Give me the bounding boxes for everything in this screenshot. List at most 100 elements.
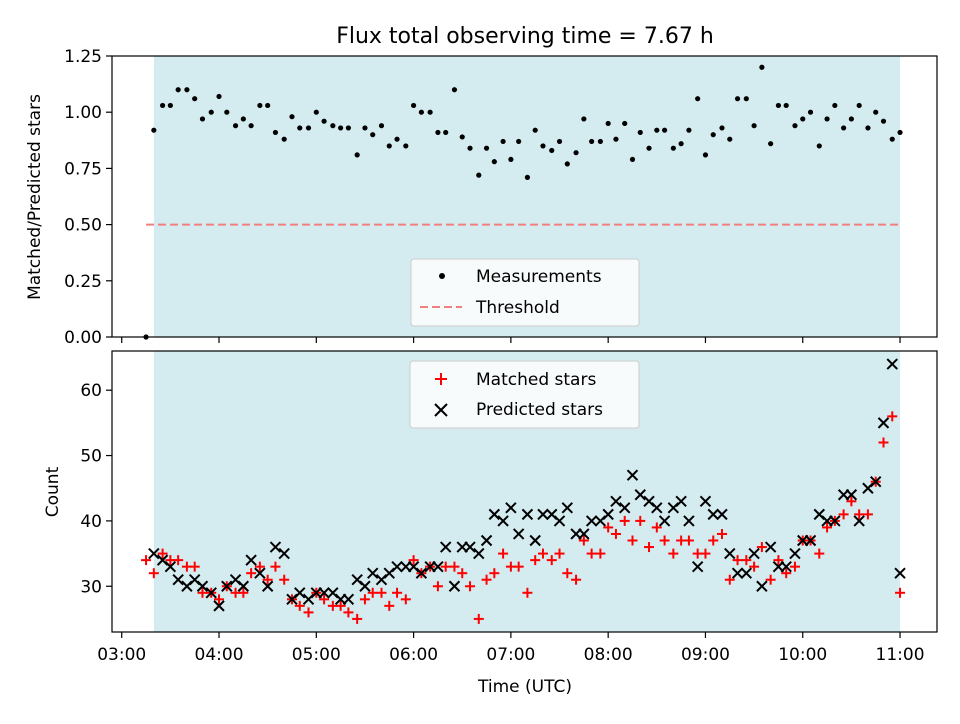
matched-star-point — [789, 561, 800, 572]
matched-star-point — [157, 548, 168, 559]
matched-star-point — [878, 437, 889, 448]
predicted-star-point — [261, 580, 274, 592]
predicted-star-point — [894, 567, 906, 579]
predicted-star-point — [164, 560, 177, 573]
measurement-point — [345, 125, 352, 131]
matched-star-point — [343, 607, 354, 618]
measurement-point — [151, 127, 157, 133]
measurement-point — [338, 125, 344, 131]
predicted-star-point — [789, 547, 801, 560]
x-tick-label: 08:00 — [584, 645, 633, 665]
matched-star-point — [765, 574, 776, 585]
predicted-star-point — [780, 560, 792, 573]
predicted-star-point — [537, 508, 549, 521]
matched-star-point — [854, 509, 865, 520]
top-legend-box — [410, 258, 640, 327]
measurement-point — [524, 174, 531, 180]
predicted-star-point — [254, 567, 266, 579]
legend-measurements-marker — [439, 273, 445, 279]
matched-star-point — [189, 561, 200, 572]
measurement-point — [192, 96, 198, 102]
predicted-star-point — [278, 547, 290, 560]
measurement-point — [581, 116, 587, 122]
matched-star-point — [376, 587, 387, 598]
predicted-star-point — [634, 489, 646, 501]
predicted-star-point — [561, 502, 574, 514]
bottom-legend: Matched stars Predicted stars — [409, 360, 640, 429]
measurement-point — [403, 143, 409, 149]
measurement-point — [321, 118, 327, 124]
legend-predicted-marker — [434, 403, 448, 417]
measurement-point — [540, 143, 546, 149]
measurement-point — [476, 172, 482, 178]
matched-star-point — [814, 548, 825, 559]
top-y-tick-label: 0.50 — [64, 216, 102, 236]
predicted-star-point — [505, 502, 517, 514]
measurement-point — [702, 152, 709, 158]
matched-star-point — [700, 548, 711, 559]
bottom-axes-frame — [111, 350, 938, 633]
predicted-star-point — [473, 547, 485, 560]
x-tick-label: 07:00 — [486, 645, 535, 665]
matched-star-point — [781, 568, 792, 579]
predicted-star-point — [578, 528, 590, 540]
predicted-star-point — [724, 547, 736, 560]
matched-star-point — [595, 548, 606, 559]
measurement-point — [248, 123, 254, 129]
predicted-star-point — [512, 528, 525, 540]
matched-star-point — [197, 587, 208, 598]
predicted-star-point — [651, 502, 663, 514]
matched-star-point — [432, 581, 443, 592]
predicted-star-point — [488, 508, 501, 521]
measurement-point — [783, 102, 789, 109]
measurement-point — [491, 159, 497, 165]
measurement-point — [459, 134, 465, 140]
matched-star-point — [627, 535, 638, 546]
matched-star-point — [537, 548, 548, 559]
predicted-star-point — [870, 475, 882, 488]
matched-star-point — [262, 574, 273, 585]
measurement-point — [265, 102, 271, 109]
predicted-star-point — [221, 580, 233, 592]
legend-measurements-label: Measurements — [476, 267, 602, 287]
matched-star-point — [756, 542, 767, 553]
matched-star-point — [335, 600, 346, 611]
measurement-point — [313, 109, 319, 115]
measurement-point — [800, 116, 806, 122]
measurement-point — [792, 123, 798, 129]
measurement-point — [516, 138, 522, 145]
measurement-point — [768, 141, 774, 147]
matched-star-point — [822, 522, 833, 533]
measurement-point — [378, 123, 385, 129]
top-y-tick-label: 1.25 — [64, 47, 102, 67]
legend-matched-marker — [435, 373, 447, 385]
measurement-point — [695, 96, 701, 102]
matched-star-point — [238, 587, 249, 598]
predicted-star-point — [529, 534, 541, 547]
measurement-point — [751, 123, 757, 129]
matched-star-point — [522, 587, 533, 598]
matched-star-point — [359, 594, 370, 605]
measurement-point — [678, 141, 684, 147]
measurement-point — [654, 127, 660, 133]
matched-star-point — [367, 587, 378, 598]
measurement-point — [159, 102, 166, 109]
predicted-star-point — [521, 508, 534, 521]
measurement-point — [597, 138, 603, 145]
predicted-star-point — [448, 580, 461, 592]
predicted-star-point — [391, 560, 403, 573]
matched-star-point — [440, 561, 451, 572]
predicted-star-point — [294, 587, 306, 599]
measurement-point — [824, 116, 830, 122]
matched-star-point — [716, 528, 727, 539]
matched-star-point — [498, 548, 509, 559]
matched-star-point — [659, 535, 670, 546]
matched-star-point — [319, 594, 330, 605]
measurement-point — [564, 161, 570, 167]
measurement-point — [370, 132, 376, 138]
predicted-star-point — [764, 541, 777, 553]
matched-star-point — [562, 568, 573, 579]
measurement-point — [670, 145, 676, 151]
bottom-y-tick-label: 40 — [80, 512, 102, 532]
